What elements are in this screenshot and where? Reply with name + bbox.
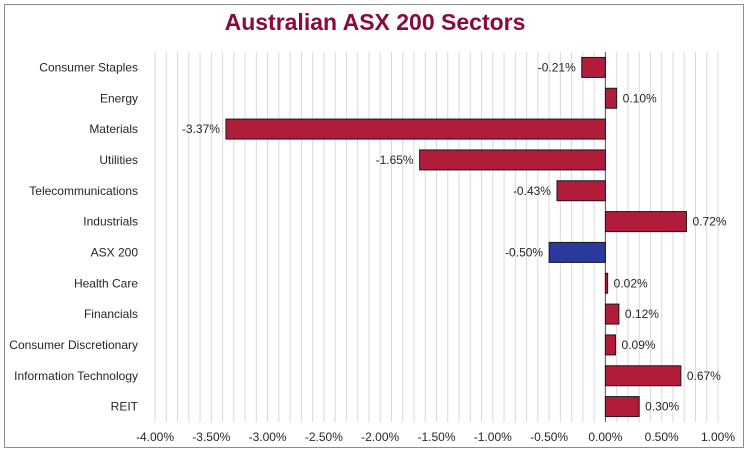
x-tick-label: -3.50% bbox=[192, 430, 230, 444]
category-label: REIT bbox=[111, 400, 139, 414]
category-label: Energy bbox=[100, 91, 138, 105]
category-label: Information Technology bbox=[14, 369, 138, 383]
bar bbox=[604, 334, 617, 356]
bar bbox=[556, 180, 606, 202]
chart-title: Australian ASX 200 Sectors bbox=[224, 9, 526, 35]
x-tick-label: 0.50% bbox=[645, 430, 679, 444]
bar bbox=[419, 149, 606, 171]
bar bbox=[548, 241, 606, 263]
bar bbox=[604, 365, 682, 387]
category-label: ASX 200 bbox=[91, 245, 139, 259]
data-label: 0.30% bbox=[645, 400, 679, 414]
x-tick-label: -4.00% bbox=[136, 430, 174, 444]
data-label: 0.10% bbox=[623, 91, 657, 105]
x-tick-label: -2.50% bbox=[305, 430, 343, 444]
category-label: Consumer Staples bbox=[39, 60, 138, 74]
data-label: 0.12% bbox=[625, 307, 659, 321]
x-tick-label: -0.50% bbox=[530, 430, 568, 444]
category-label: Industrials bbox=[83, 215, 138, 229]
x-tick-label: -1.50% bbox=[417, 430, 455, 444]
category-label: Financials bbox=[84, 307, 138, 321]
bar bbox=[604, 303, 620, 325]
category-label: Health Care bbox=[74, 276, 138, 290]
bar bbox=[225, 118, 606, 140]
category-label: Materials bbox=[89, 122, 138, 136]
bar bbox=[604, 272, 609, 294]
data-label: -1.65% bbox=[376, 153, 414, 167]
data-label: -0.21% bbox=[538, 60, 576, 74]
data-label: 0.09% bbox=[622, 338, 656, 352]
bar bbox=[604, 87, 618, 109]
data-label: 0.02% bbox=[614, 276, 648, 290]
data-label: 0.67% bbox=[687, 369, 721, 383]
category-label: Utilities bbox=[99, 153, 138, 167]
category-label: Consumer Discretionary bbox=[9, 338, 138, 352]
bar bbox=[604, 211, 687, 233]
x-tick-label: 0.00% bbox=[588, 430, 622, 444]
bar bbox=[604, 396, 640, 418]
category-label: Telecommunications bbox=[29, 184, 138, 198]
bar bbox=[581, 56, 606, 78]
data-label: 0.72% bbox=[692, 215, 726, 229]
x-tick-label: 1.00% bbox=[701, 430, 735, 444]
data-label: -0.50% bbox=[505, 245, 543, 259]
x-tick-label: -3.00% bbox=[249, 430, 287, 444]
x-tick-label: -2.00% bbox=[361, 430, 399, 444]
data-label: -3.37% bbox=[182, 122, 220, 136]
data-label: -0.43% bbox=[513, 184, 551, 198]
x-tick-label: -1.00% bbox=[474, 430, 512, 444]
